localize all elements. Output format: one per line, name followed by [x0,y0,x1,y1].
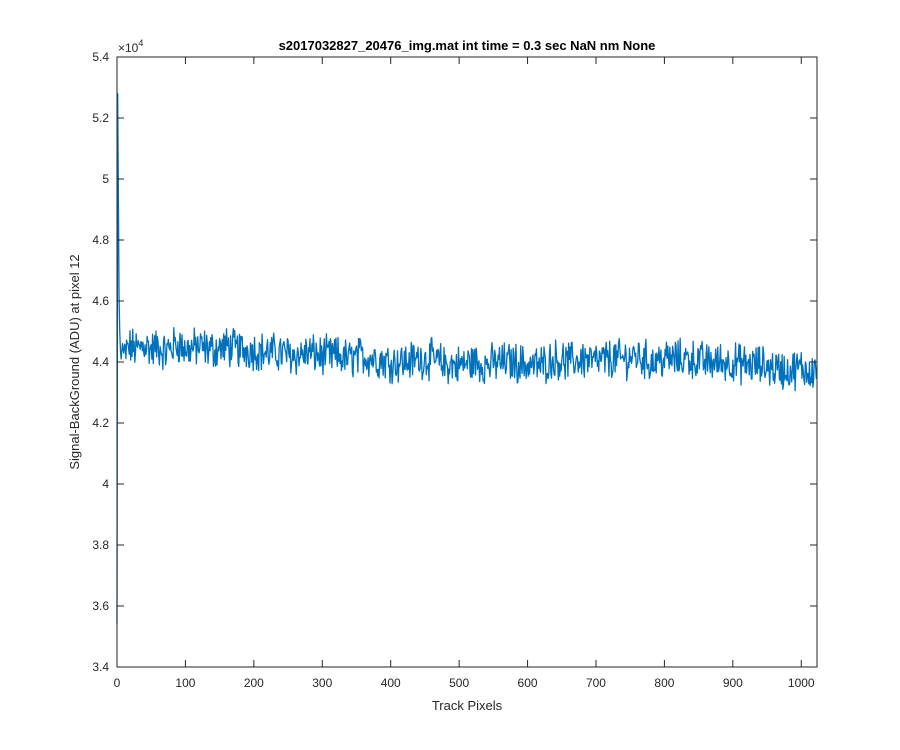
y-exponent-power: 4 [138,38,143,48]
x-tick-label: 800 [654,676,674,690]
y-tick-label: 4 [102,477,109,491]
x-tick-label: 100 [175,676,195,690]
x-tick-label: 600 [518,676,538,690]
x-tick-label: 900 [723,676,743,690]
y-tick-label: 4.2 [92,416,109,430]
y-exponent-label: ×104 [118,38,143,55]
y-tick-label: 4.8 [92,233,109,247]
y-tick-label: 5 [102,172,109,186]
y-tick-label: 5.2 [92,111,109,125]
chart-title: s2017032827_20476_img.mat int time = 0.3… [279,38,656,53]
y-tick-label: 3.6 [92,599,109,613]
x-tick-label: 500 [449,676,469,690]
y-tick-label: 3.8 [92,538,109,552]
x-axis-label: Track Pixels [432,698,503,713]
x-tick-label: 700 [586,676,606,690]
y-tick-label: 5.4 [92,50,109,64]
y-tick-label: 4.6 [92,294,109,308]
y-tick-label: 4.4 [92,355,109,369]
x-tick-label: 400 [381,676,401,690]
series-line [116,92,818,625]
x-tick-label: 1000 [788,676,815,690]
y-axis-label: Signal-BackGround (ADU) at pixel 12 [67,254,82,469]
x-tick-label: 0 [114,676,121,690]
x-tick-label: 300 [312,676,332,690]
x-tick-label: 200 [244,676,264,690]
series-layer [116,92,818,625]
axes-layer: 0 100 200 300 400 500 600 700 800 900 1000 3.4 3.6 3.… [92,50,818,690]
y-exponent-base: ×10 [118,41,139,55]
y-tick-label: 3.4 [92,660,109,674]
